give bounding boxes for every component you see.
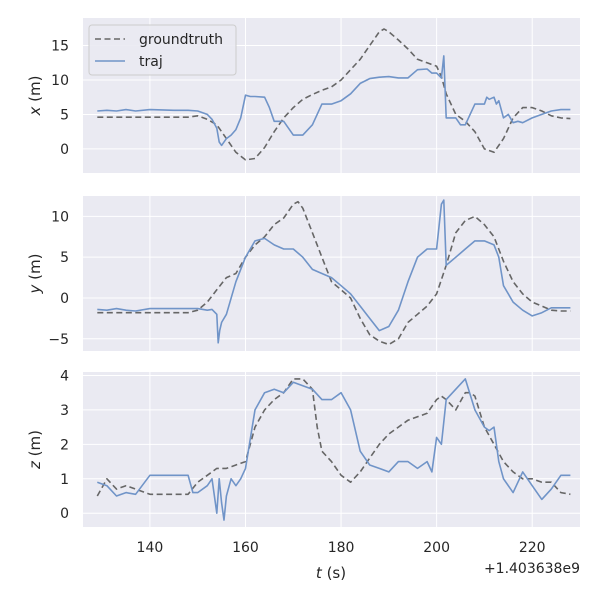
y-tick-label: 10: [51, 209, 69, 225]
series-groundtruth-line: [97, 200, 571, 346]
subplots: 0 5 10 15 x (m) −5 0 5 10 y (m) 140 160 180 200 220 0 1 2…: [26, 18, 580, 556]
x-tick-label: 180: [328, 540, 355, 556]
y-axis-label-unit: (m): [26, 430, 44, 461]
series-groundtruth-line: [97, 28, 571, 161]
x-tick-label: 160: [232, 540, 259, 556]
legend-label-groundtruth: groundtruth: [139, 32, 223, 48]
x-axis-label-var: t: [316, 564, 323, 582]
legend: groundtruth traj: [88, 24, 237, 76]
series-traj-line: [97, 55, 571, 147]
y-tick-label: 4: [60, 368, 69, 384]
plot-area: [83, 372, 580, 527]
y-axis-label-unit: (m): [26, 76, 44, 107]
y-axis-label: z (m): [26, 430, 44, 470]
subplot-z: 140 160 180 200 220 0 1 2 3 4 z (m): [26, 368, 580, 556]
y-tick-label: 3: [60, 403, 69, 419]
series-traj-line: [97, 199, 571, 344]
subplot-x: 0 5 10 15 x (m): [26, 18, 580, 173]
y-axis-label: y (m): [26, 254, 44, 295]
y-tick-label: 0: [60, 291, 69, 307]
series-groundtruth-line: [96, 378, 571, 497]
y-tick-label: 1: [60, 472, 69, 488]
x-tick-label: 220: [519, 540, 546, 556]
y-axis-label-var: z: [26, 460, 44, 470]
y-axis-label-var: x: [26, 106, 44, 116]
plot-area: [83, 196, 580, 351]
series-traj-line: [97, 378, 571, 521]
y-tick-label: 5: [60, 250, 69, 266]
y-axis-label-unit: (m): [26, 254, 44, 285]
subplot-y: −5 0 5 10 y (m): [26, 196, 580, 351]
legend-label-traj: traj: [139, 54, 163, 70]
x-axis-label: t (s): [316, 564, 346, 582]
y-axis-label-var: y: [26, 283, 44, 294]
y-tick-label: −5: [48, 332, 69, 348]
x-tick-label: 140: [137, 540, 164, 556]
y-tick-label: 0: [60, 506, 69, 522]
y-axis-label: x (m): [26, 76, 44, 117]
y-tick-label: 2: [60, 437, 69, 453]
legend-box: [88, 24, 237, 76]
y-tick-label: 0: [60, 142, 69, 158]
x-axis-label-unit: (s): [322, 564, 346, 582]
y-tick-label: 5: [60, 107, 69, 123]
y-tick-label: 15: [51, 39, 69, 55]
x-tick-label: 200: [423, 540, 450, 556]
x-offset-label: +1.403638e9: [484, 561, 580, 577]
y-tick-label: 10: [51, 73, 69, 89]
